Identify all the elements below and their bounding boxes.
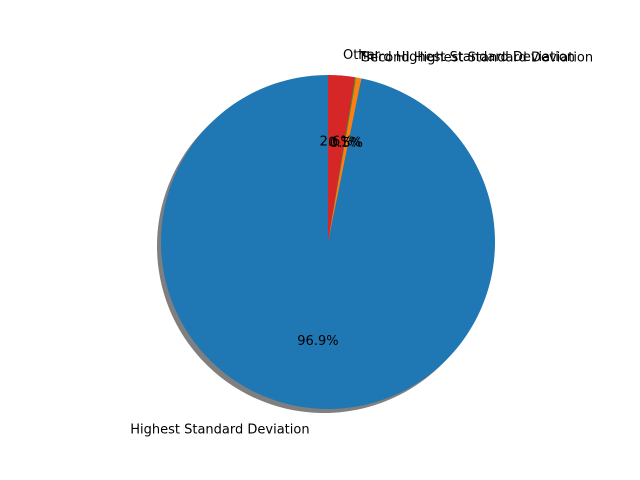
- slice-label-highest-standard-deviation: Highest Standard Deviation: [130, 423, 309, 438]
- percent-label-second-highest-standard-deviation: 0.5%: [330, 136, 363, 151]
- pie-percent-labels: 96.9% 0.5%0.1%2.6%: [297, 135, 363, 350]
- slice-label-other: Other: [343, 48, 381, 63]
- slice-label-second-highest-standard-deviation: Second Highest Standard Deviation: [362, 50, 593, 65]
- slice-second-highest-standard-deviation: [328, 77, 362, 242]
- slice-highest-standard-deviation: [160, 75, 495, 409]
- percent-label-highest-standard-deviation: 96.9%: [297, 334, 338, 349]
- percent-label-other: 2.6%: [320, 135, 353, 150]
- slice-label-third-highest-standard-deviation: Third Highest Standard Deviation: [357, 50, 575, 65]
- pie-slices: [160, 75, 495, 409]
- slice-other: [328, 75, 356, 242]
- pie-slice-labels: Highest Standard Deviation Second Highest…: [130, 48, 593, 438]
- slice-third-highest-standard-deviation: [328, 77, 357, 243]
- percent-label-third-highest-standard-deviation: 0.1%: [328, 136, 361, 151]
